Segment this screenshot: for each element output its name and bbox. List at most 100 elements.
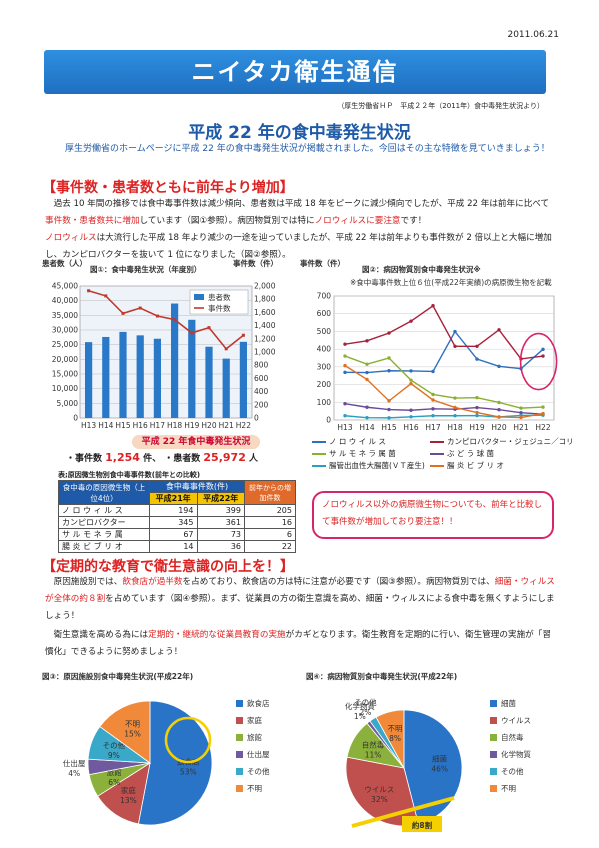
pie-legend-swatch: [490, 751, 497, 758]
chart-1-bar: [153, 338, 162, 418]
chart-2-xtick: H22: [535, 423, 550, 432]
pie-label-name: その他: [103, 740, 126, 750]
newsletter-banner: ニイタカ衛生通信: [44, 50, 546, 94]
pie-legend-swatch: [490, 734, 497, 741]
chart-2-point: [497, 400, 501, 405]
pie-legend-label: その他: [247, 766, 270, 776]
chart-2-legend-item: 腸 炎 ビ ブ リ オ: [430, 460, 562, 471]
chart-2-point: [541, 405, 545, 409]
chart-1-xtick: H15: [115, 421, 130, 430]
chart-1-xtick: H20: [201, 421, 216, 430]
chart-2-svg: 事件数（件） 図②：病因物質別食中毒発生状況※ ※食中毒事件数上位６位(平成22年実…: [300, 258, 558, 432]
paragraph-1: 過去 10 年間の推移では食中毒事件数は減少傾向、患者数は平成 18 年をピーク…: [45, 196, 555, 264]
chart-1-point: [224, 347, 228, 351]
chart-1: 患者数（人） 図①：食中毒発生状況（年度別） 事件数（件） 0 5,000 10,000 1…: [40, 258, 280, 442]
chart-2-line-2: [344, 355, 544, 409]
chart-1-bar: [205, 346, 213, 418]
pie-label-name: 不明: [388, 724, 403, 733]
table-header-col1: 食中毒の原因微生物（上位4位）: [58, 480, 150, 505]
para1-text-b: しています（図①参照）。病因物質別では特に: [139, 216, 315, 226]
para1-highlight-c: ノロウィルス: [45, 233, 97, 243]
chart-2-point: [475, 413, 479, 418]
table-cell-h22: 361: [196, 516, 245, 529]
table-subheader-h21: 平成21年: [149, 492, 198, 505]
chart-2-point: [343, 370, 347, 375]
chart-2-ytick: 300: [317, 362, 332, 371]
chart-2-point: [409, 369, 413, 373]
table-cell-name: カンピロバクター: [58, 516, 150, 529]
chart-1-ytick-right: 1,000: [254, 348, 276, 357]
summary-line: ・事件数 1,254 件、 ・患者数 25,972 人: [66, 451, 259, 464]
chart-2-plot-area: [333, 295, 555, 421]
chart-1-point: [173, 318, 177, 322]
chart-2-point: [343, 414, 347, 418]
chart-2-point: [497, 364, 501, 369]
pie-legend-swatch: [236, 734, 243, 741]
chart-1-bar: [188, 319, 196, 418]
chart-2-legend-label: 腸 炎 ビ ブ リ オ: [447, 461, 504, 470]
chart-1-xtick: H17: [150, 421, 165, 430]
chart-2-xtick: H17: [425, 423, 440, 432]
pie-legend-swatch: [236, 785, 243, 792]
para2-text-a: 原因施設別では、: [53, 577, 123, 587]
table-cell-h21: 194: [149, 504, 198, 517]
chart-1-xtick: H21: [219, 421, 234, 430]
pie-label-name: 自然毒: [362, 740, 385, 750]
pie-label-value: 2%: [359, 708, 371, 717]
pie-label-value: 1%: [354, 712, 366, 721]
chart-2-point: [365, 377, 369, 382]
table-cell-h22: 73: [196, 528, 245, 541]
chart-1-ytick-left: 15,000: [52, 370, 78, 379]
pie-legend-label: 不明: [247, 784, 262, 793]
chart-2-point: [475, 405, 479, 410]
chart-1-svg: 患者数（人）図①：食中毒発生状況（年度別） 事件数（件） 0 5,000 10,000 1…: [42, 258, 278, 430]
chart-2-point: [475, 410, 479, 415]
chart-1-bar: [136, 335, 144, 418]
chart-2-line-4: [344, 414, 544, 419]
chart-1-line: [88, 289, 244, 350]
chart-1-point: [104, 294, 108, 298]
chart-2-legend-item: カンピロバクター・ジェジュニ／コリ: [430, 436, 574, 447]
chart-1-xtick: H14: [98, 421, 113, 430]
chart-2-point: [475, 357, 479, 361]
chart-1-point: [207, 326, 211, 330]
chart-2-ytick: 600: [317, 309, 332, 318]
chart-3: 図③：原因施設別食中毒発生状況(平成22年) 飲食店 53% 家庭 13% 旅館 6% 仕出屋…: [40, 668, 302, 842]
chart-1-ytick-right: 800: [254, 361, 269, 370]
table-cell-inc: 205: [244, 504, 296, 517]
chart-1-bar: [84, 342, 93, 418]
table-cell-h21: 67: [149, 528, 198, 541]
chart-2-xtick: H18: [447, 423, 462, 432]
pie-label-value: 8%: [389, 734, 401, 743]
pie-slice-5: [375, 709, 405, 769]
chart-1-legend-line: 事件数: [208, 303, 231, 313]
pie-label-value: 9%: [108, 751, 120, 760]
table-header-col3: 前年からの増加件数: [244, 480, 296, 505]
chart-1-point: [241, 333, 245, 337]
source-note: （厚生労働省ＨＰ 平成２２年（2011年）食中毒発生状況より）: [337, 102, 544, 110]
chart-2-point: [365, 415, 369, 420]
table-header-col2: 食中毒事件数(件): [149, 480, 245, 493]
pie-legend-swatch: [236, 751, 243, 758]
chart-1-point: [138, 306, 142, 310]
chart-2-point: [431, 414, 435, 418]
chart-2-point: [431, 392, 435, 397]
chart-2-point: [387, 356, 391, 360]
chart-1-bar: [119, 331, 127, 418]
pie-legend-label: 旅館: [247, 732, 262, 742]
table-cell-h21: 345: [149, 516, 198, 529]
chart-2-legend-label: 腸管出血性大腸菌(ＶＴ産生): [329, 461, 425, 470]
table-cell-name: サ ル モ ネ ラ 属: [58, 528, 150, 541]
chart-1-point: [87, 289, 91, 293]
chart-2-point: [409, 415, 413, 419]
chart-1-xtick: H19: [184, 421, 199, 430]
paragraph-3: 衛生意識を高める為には定期的・継続的な従業員教育の実施がカギとなります。衛生教育…: [45, 627, 555, 661]
chart-2-point: [541, 347, 545, 352]
chart-2-ytick: 500: [317, 327, 332, 336]
chart-2: 事件数（件） 図②：病因物質別食中毒発生状況※ ※食中毒事件数上位６位(平成22年実…: [298, 258, 560, 440]
chart-1-ytick-right: 200: [254, 400, 269, 409]
pie-label-value: 6%: [108, 778, 120, 787]
chart-2-point: [387, 331, 391, 335]
pie-legend-swatch: [490, 700, 497, 707]
chart-2-point: [343, 354, 347, 358]
